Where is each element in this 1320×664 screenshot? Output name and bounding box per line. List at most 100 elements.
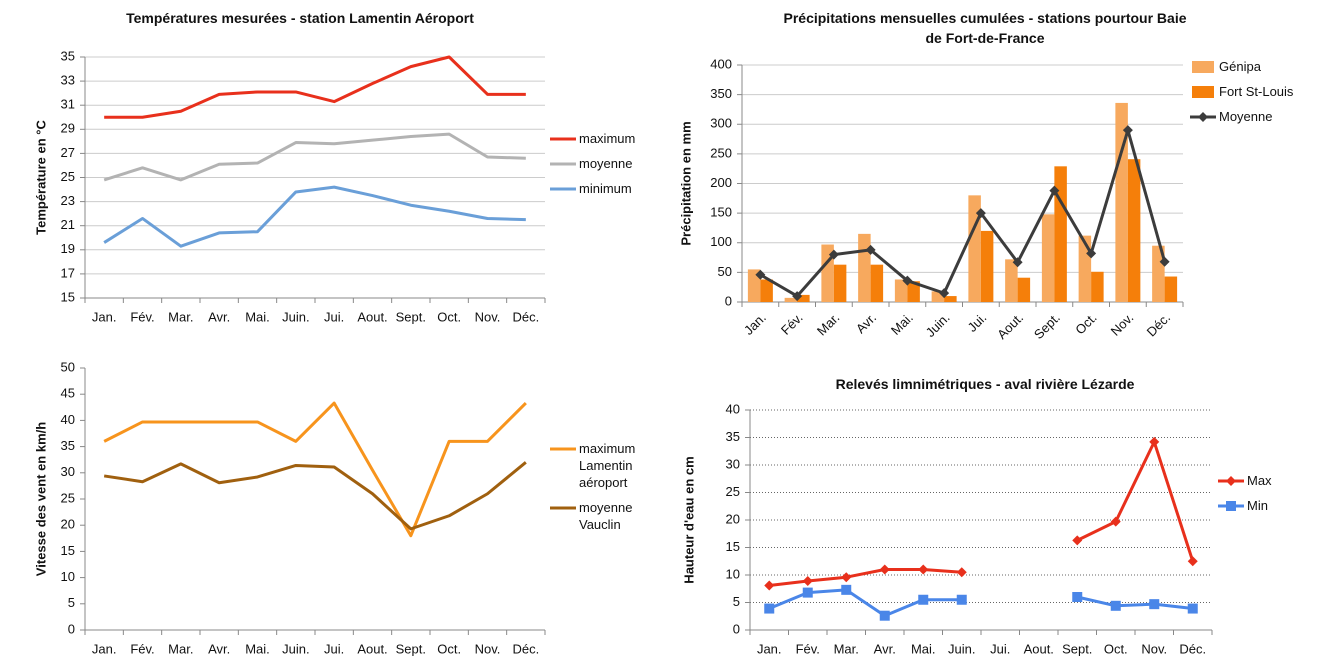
y-tick-label: 0 xyxy=(733,621,740,636)
marker xyxy=(918,564,929,575)
y-tick-label: 250 xyxy=(710,145,732,160)
bar xyxy=(833,264,847,302)
legend-item: Moyenne xyxy=(1190,108,1310,125)
y-tick-label: 35 xyxy=(61,438,75,453)
x-tick-label: Nov. xyxy=(475,309,501,324)
bar xyxy=(944,296,957,302)
x-tick-label: Jan. xyxy=(92,309,117,324)
legend-swatch xyxy=(1192,86,1214,98)
marker xyxy=(1198,112,1208,122)
legend-swatch xyxy=(1190,112,1216,122)
legend-label: maximum xyxy=(579,131,636,146)
y-tick-label: 27 xyxy=(61,145,75,160)
legend-item: maximum xyxy=(550,130,670,147)
y-tick-label: 25 xyxy=(61,490,75,505)
x-tick-label: Aout. xyxy=(1024,641,1054,656)
marker xyxy=(828,249,839,260)
x-tick-label: Jan. xyxy=(92,641,117,656)
legend: Génipa Fort St-Louis Moyenne xyxy=(1190,58,1310,133)
x-tick-label: Mar. xyxy=(814,310,842,338)
y-tick-label: 150 xyxy=(710,205,732,220)
y-axis-label: Vitesse des vent en km/h xyxy=(33,422,48,576)
marker xyxy=(764,603,775,614)
legend-item: Min xyxy=(1218,497,1320,514)
marker xyxy=(1226,501,1236,511)
x-tick-label: Avr. xyxy=(208,309,230,324)
x-tick-label: Nov. xyxy=(1108,310,1137,339)
marker xyxy=(902,275,913,286)
marker xyxy=(1072,592,1083,602)
marker xyxy=(1122,125,1133,136)
marker xyxy=(1049,185,1060,196)
y-tick-label: 5 xyxy=(68,595,75,610)
y-tick-label: 21 xyxy=(61,217,75,232)
y-tick-label: 33 xyxy=(61,73,75,88)
bar xyxy=(1127,159,1141,302)
x-tick-label: Aout. xyxy=(357,641,387,656)
y-tick-label: 35 xyxy=(61,48,75,63)
marker xyxy=(841,572,852,583)
x-tick-label: Jui. xyxy=(965,310,990,335)
x-tick-label: Sept. xyxy=(1062,641,1092,656)
x-tick-label: Juin. xyxy=(923,310,953,340)
y-tick-label: 31 xyxy=(61,97,75,112)
x-tick-label: Fév. xyxy=(796,641,820,656)
x-tick-label: Jui. xyxy=(324,309,344,324)
y-axis-label: Hauteur d'eau en cm xyxy=(681,456,696,583)
x-tick-label: Sept. xyxy=(396,309,426,324)
legend-swatch xyxy=(550,506,576,510)
legend-label: Fort St-Louis xyxy=(1219,84,1294,99)
marker xyxy=(1187,556,1198,567)
legend-label: Max xyxy=(1247,473,1272,488)
x-tick-label: Aout. xyxy=(357,309,387,324)
line-series xyxy=(769,440,1195,587)
marker xyxy=(764,580,775,591)
bar xyxy=(1091,271,1104,302)
x-tick-label: Déc. xyxy=(1144,310,1174,340)
y-tick-label: 20 xyxy=(726,511,740,526)
y-tick-label: 30 xyxy=(726,456,740,471)
y-tick-label: 30 xyxy=(61,464,75,479)
marker xyxy=(792,291,803,302)
x-tick-label: Avr. xyxy=(208,641,230,656)
line-series xyxy=(104,55,526,119)
x-tick-label: Fév. xyxy=(778,310,806,338)
marker xyxy=(1149,436,1160,447)
y-tick-label: 15 xyxy=(61,543,75,558)
marker xyxy=(956,567,967,578)
bar xyxy=(1041,214,1055,302)
x-tick-label: Juin. xyxy=(282,641,309,656)
y-tick-label: 15 xyxy=(61,289,75,304)
y-tick-label: 35 xyxy=(726,429,740,444)
marker xyxy=(1187,603,1198,614)
legend-item: maximum Lamentin aéroport xyxy=(550,440,640,491)
x-tick-label: Sept. xyxy=(396,641,426,656)
marker xyxy=(802,576,813,587)
legend-swatch xyxy=(1218,501,1244,511)
legend-swatch xyxy=(550,187,576,191)
x-tick-label: Mai. xyxy=(245,641,270,656)
x-tick-label: Juin. xyxy=(948,641,975,656)
y-tick-label: 0 xyxy=(725,293,732,308)
chart-title: Relevés limnimétriques - aval rivière Lé… xyxy=(835,376,1135,392)
y-tick-label: 50 xyxy=(718,264,732,279)
legend-item: Max xyxy=(1218,472,1320,489)
x-tick-label: Jui. xyxy=(324,641,344,656)
y-tick-label: 23 xyxy=(61,193,75,208)
legend-swatch-bar xyxy=(1192,86,1214,98)
x-tick-label: Oct. xyxy=(1072,310,1099,337)
marker xyxy=(1226,476,1236,486)
legend-label: moyenne xyxy=(579,156,633,171)
marker xyxy=(879,610,890,621)
y-tick-label: 100 xyxy=(710,234,732,249)
marker xyxy=(975,208,986,219)
marker xyxy=(1159,256,1170,267)
legend: maximum moyenne minimum xyxy=(550,130,670,205)
y-tick-label: 5 xyxy=(733,594,740,609)
x-tick-label: Nov. xyxy=(475,641,501,656)
x-tick-label: Mar. xyxy=(168,641,193,656)
marker xyxy=(1086,248,1097,259)
legend-label: Moyenne xyxy=(1219,109,1273,124)
x-tick-label: Avr. xyxy=(853,310,879,336)
